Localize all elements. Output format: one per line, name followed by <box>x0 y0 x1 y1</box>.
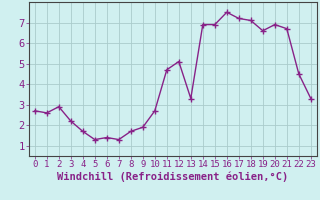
X-axis label: Windchill (Refroidissement éolien,°C): Windchill (Refroidissement éolien,°C) <box>57 172 288 182</box>
